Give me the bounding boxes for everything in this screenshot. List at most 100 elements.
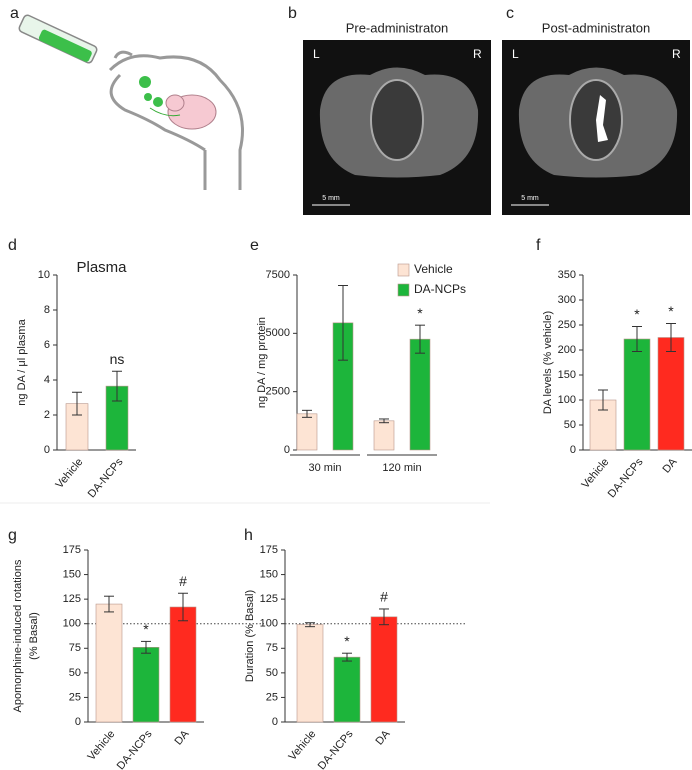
bar	[333, 656, 361, 723]
legend-label: Vehicle	[414, 262, 453, 276]
y-tick-label: 150	[558, 369, 576, 381]
x-tick-label: DA-NCPs	[316, 728, 356, 770]
y-tick-label: 175	[63, 544, 81, 556]
annotation: #	[179, 573, 187, 589]
y-tick-label: 250	[558, 319, 576, 331]
chart: 0 25 50 75 100 125 150 175 Apomorphine-induced r…	[12, 544, 264, 770]
y-tick-label: 25	[266, 691, 278, 703]
y-tick-label: 0	[570, 444, 576, 456]
x-tick-label: DA	[374, 728, 393, 748]
y-tick-label: 150	[260, 568, 278, 580]
legend-swatch	[397, 283, 410, 297]
scale-label: 5 mm	[322, 195, 340, 202]
y-tick-label: 0	[284, 444, 290, 456]
x-tick-label: DA-NCPs	[606, 456, 646, 501]
y-tick-label: 6	[44, 339, 50, 351]
annotation: #	[380, 589, 388, 605]
y-tick-label: 200	[558, 344, 576, 356]
image-right-label: R	[672, 47, 681, 61]
y-axis-label: (% Basal)	[28, 612, 40, 660]
bar	[657, 337, 685, 451]
y-tick-label: 125	[260, 593, 278, 605]
particle	[139, 76, 151, 88]
bar	[169, 606, 197, 723]
bar	[132, 647, 160, 723]
image-title: Pre-administraton	[346, 20, 449, 35]
arrow	[149, 107, 181, 117]
x-tick-label: DA	[661, 456, 680, 476]
y-tick-label: 50	[564, 419, 576, 431]
y-tick-label: 4	[44, 374, 50, 386]
image-right-label: R	[473, 47, 482, 61]
x-tick-label: Vehicle	[54, 456, 86, 491]
image-title: Post-administraton	[542, 20, 650, 35]
image-left-label: L	[512, 47, 519, 61]
syringe-fill	[38, 29, 92, 62]
x-tick-label: Vehicle	[580, 456, 612, 491]
scale-label: 5 mm	[521, 195, 539, 202]
y-tick-label: 100	[558, 394, 576, 406]
x-tick-label: DA	[173, 728, 192, 748]
y-tick-label: 125	[63, 593, 81, 605]
y-tick-label: 175	[260, 544, 278, 556]
brain-bulb	[165, 94, 185, 112]
panel-label: a	[10, 5, 19, 22]
annotation: *	[143, 621, 149, 637]
y-axis-label: Duration (% Basal)	[244, 590, 256, 682]
y-axis-label: ng DA / mg protein	[256, 317, 268, 408]
x-tick-label: Vehicle	[287, 728, 319, 763]
y-tick-label: 100	[63, 618, 81, 630]
chart: 0 2 4 6 8 10 Plasma ng DA / μl plasma Vehicle ns D…	[16, 259, 136, 500]
chart: 0 2500 5000 7500 ng DA / mg protein 30 min * 12…	[256, 262, 466, 474]
panel-label: c	[506, 5, 514, 22]
illustration	[18, 14, 244, 190]
annotation: *	[417, 305, 423, 321]
bar	[373, 420, 395, 451]
y-tick-label: 0	[75, 716, 81, 728]
y-tick-label: 2500	[266, 386, 290, 398]
y-tick-label: 7500	[266, 269, 290, 281]
x-tick-label: Vehicle	[86, 728, 118, 763]
x-tick-label: 30 min	[308, 462, 341, 474]
bar	[623, 338, 651, 451]
y-tick-label: 0	[272, 716, 278, 728]
mri-image	[303, 40, 491, 215]
annotation: ns	[110, 351, 125, 367]
x-tick-label: 120 min	[382, 462, 421, 474]
chart: 0 50 100 150 200 250 300 350 DA levels (% vehicl…	[542, 269, 692, 500]
bar	[95, 603, 123, 723]
mri-image	[502, 40, 690, 215]
annotation: *	[668, 303, 674, 319]
x-tick-label: DA-NCPs	[86, 456, 126, 501]
y-tick-label: 100	[260, 618, 278, 630]
particle	[153, 97, 163, 107]
annotation: *	[344, 633, 350, 649]
y-tick-label: 300	[558, 294, 576, 306]
legend-swatch	[397, 263, 410, 277]
bar	[296, 624, 324, 723]
y-tick-label: 10	[38, 269, 50, 281]
y-tick-label: 150	[63, 568, 81, 580]
panel-label: g	[8, 527, 17, 544]
mouse-outline	[108, 54, 244, 190]
annotation: *	[634, 306, 640, 322]
panel-label: b	[288, 5, 297, 22]
bar	[370, 616, 398, 723]
scan-center	[370, 79, 424, 161]
y-tick-label: 350	[558, 269, 576, 281]
panel-label: e	[250, 237, 259, 254]
y-axis-label: DA levels (% vehicle)	[542, 311, 554, 414]
y-tick-label: 5000	[266, 327, 290, 339]
y-tick-label: 25	[69, 691, 81, 703]
y-tick-label: 75	[266, 642, 278, 654]
particle	[144, 93, 152, 101]
panel-label: f	[536, 237, 541, 254]
panel-label: h	[244, 527, 253, 544]
image-left-label: L	[313, 47, 320, 61]
mouse-ear	[113, 50, 133, 59]
legend-label: DA-NCPs	[414, 282, 466, 296]
scan-signal	[596, 95, 608, 142]
chart-title: Plasma	[76, 259, 127, 276]
y-axis-label: ng DA / μl plasma	[16, 318, 28, 405]
